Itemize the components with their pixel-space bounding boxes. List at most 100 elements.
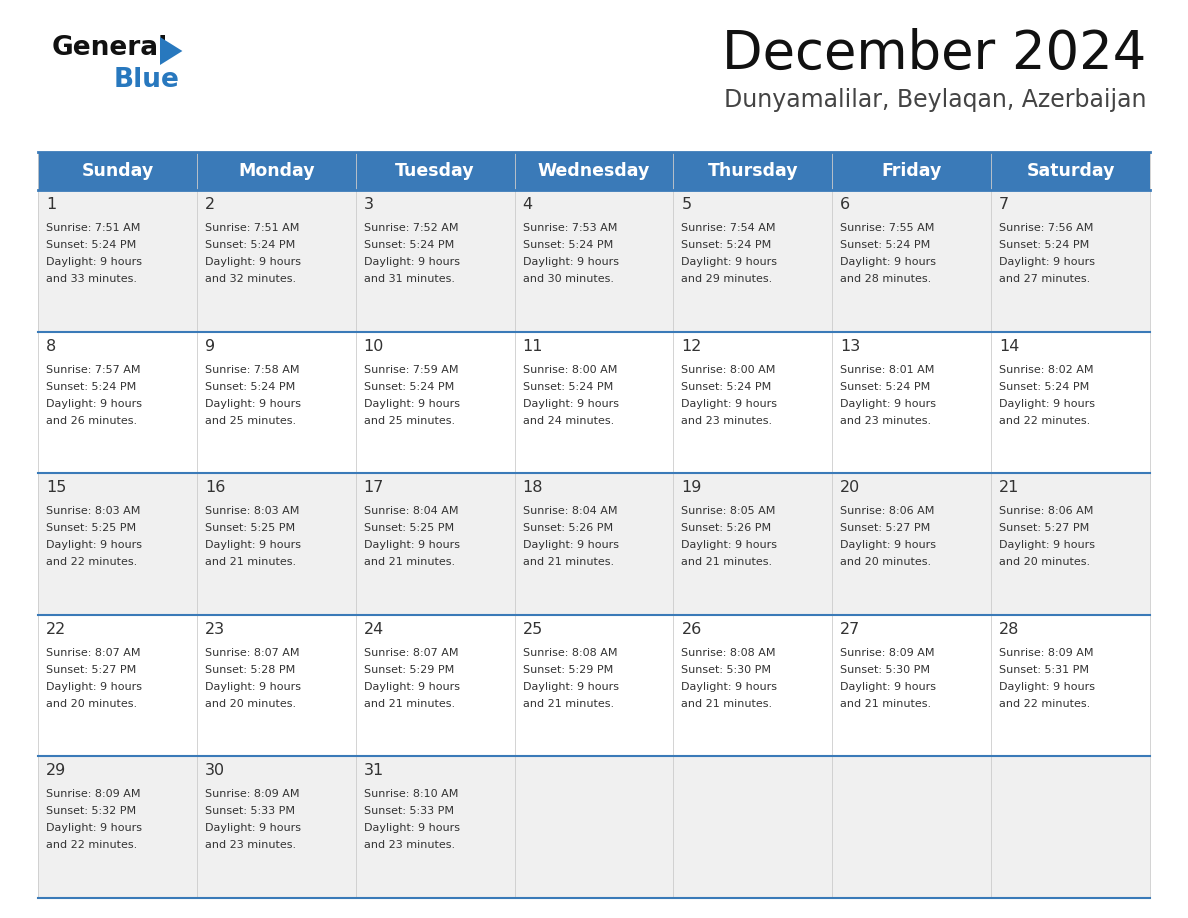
- Text: Blue: Blue: [114, 67, 179, 93]
- Text: and 28 minutes.: and 28 minutes.: [840, 274, 931, 284]
- Bar: [197, 331, 355, 473]
- Text: Sunrise: 8:05 AM: Sunrise: 8:05 AM: [682, 506, 776, 516]
- Text: and 23 minutes.: and 23 minutes.: [204, 840, 296, 850]
- Bar: [197, 756, 355, 898]
- Text: 1: 1: [46, 197, 56, 212]
- Text: Sunrise: 7:51 AM: Sunrise: 7:51 AM: [46, 223, 140, 233]
- Text: and 21 minutes.: and 21 minutes.: [682, 699, 772, 709]
- Text: 28: 28: [999, 621, 1019, 637]
- Text: Monday: Monday: [238, 162, 315, 180]
- Text: Sunrise: 8:09 AM: Sunrise: 8:09 AM: [840, 648, 935, 658]
- Bar: [991, 473, 1150, 615]
- Bar: [197, 615, 355, 756]
- Text: and 23 minutes.: and 23 minutes.: [682, 416, 772, 426]
- Bar: [514, 473, 674, 615]
- Text: Sunset: 5:30 PM: Sunset: 5:30 PM: [682, 665, 771, 675]
- Text: 22: 22: [46, 621, 67, 637]
- Text: Daylight: 9 hours: Daylight: 9 hours: [999, 682, 1095, 692]
- Text: Sunrise: 8:07 AM: Sunrise: 8:07 AM: [364, 648, 459, 658]
- Text: Sunset: 5:31 PM: Sunset: 5:31 PM: [999, 665, 1089, 675]
- Text: Sunset: 5:26 PM: Sunset: 5:26 PM: [682, 523, 771, 533]
- Polygon shape: [160, 37, 183, 65]
- Text: Sunset: 5:33 PM: Sunset: 5:33 PM: [204, 806, 295, 816]
- Text: Daylight: 9 hours: Daylight: 9 hours: [204, 398, 301, 409]
- Text: and 21 minutes.: and 21 minutes.: [682, 557, 772, 567]
- Text: Wednesday: Wednesday: [538, 162, 650, 180]
- Text: Sunset: 5:32 PM: Sunset: 5:32 PM: [46, 806, 137, 816]
- Text: Sunset: 5:24 PM: Sunset: 5:24 PM: [999, 240, 1089, 250]
- Text: Daylight: 9 hours: Daylight: 9 hours: [46, 540, 143, 550]
- Text: 31: 31: [364, 764, 384, 778]
- Text: Sunset: 5:24 PM: Sunset: 5:24 PM: [46, 240, 137, 250]
- Text: Sunset: 5:24 PM: Sunset: 5:24 PM: [840, 240, 930, 250]
- Text: Sunset: 5:24 PM: Sunset: 5:24 PM: [999, 382, 1089, 392]
- Text: and 21 minutes.: and 21 minutes.: [364, 557, 455, 567]
- Text: Sunrise: 8:00 AM: Sunrise: 8:00 AM: [523, 364, 617, 375]
- Text: Sunrise: 7:55 AM: Sunrise: 7:55 AM: [840, 223, 935, 233]
- Text: Sunset: 5:24 PM: Sunset: 5:24 PM: [364, 240, 454, 250]
- Bar: [514, 331, 674, 473]
- Text: 16: 16: [204, 480, 226, 495]
- Text: Sunrise: 8:07 AM: Sunrise: 8:07 AM: [204, 648, 299, 658]
- Text: Sunset: 5:30 PM: Sunset: 5:30 PM: [840, 665, 930, 675]
- Text: and 21 minutes.: and 21 minutes.: [364, 699, 455, 709]
- Text: Sunrise: 8:03 AM: Sunrise: 8:03 AM: [46, 506, 140, 516]
- Text: 24: 24: [364, 621, 384, 637]
- Bar: [674, 331, 833, 473]
- Text: Sunrise: 7:59 AM: Sunrise: 7:59 AM: [364, 364, 459, 375]
- Bar: [197, 473, 355, 615]
- Text: 21: 21: [999, 480, 1019, 495]
- Text: Daylight: 9 hours: Daylight: 9 hours: [364, 398, 460, 409]
- Text: and 22 minutes.: and 22 minutes.: [999, 416, 1091, 426]
- Bar: [674, 473, 833, 615]
- Text: Sunset: 5:28 PM: Sunset: 5:28 PM: [204, 665, 295, 675]
- Text: General: General: [52, 35, 169, 61]
- Text: Daylight: 9 hours: Daylight: 9 hours: [682, 398, 777, 409]
- Text: Sunset: 5:29 PM: Sunset: 5:29 PM: [364, 665, 454, 675]
- Text: Sunrise: 8:10 AM: Sunrise: 8:10 AM: [364, 789, 459, 800]
- Text: Sunrise: 8:09 AM: Sunrise: 8:09 AM: [204, 789, 299, 800]
- Text: Sunset: 5:24 PM: Sunset: 5:24 PM: [682, 240, 772, 250]
- Text: Sunrise: 8:06 AM: Sunrise: 8:06 AM: [999, 506, 1093, 516]
- Text: Friday: Friday: [881, 162, 942, 180]
- Text: and 20 minutes.: and 20 minutes.: [999, 557, 1091, 567]
- Text: Sunset: 5:24 PM: Sunset: 5:24 PM: [840, 382, 930, 392]
- Text: Daylight: 9 hours: Daylight: 9 hours: [523, 257, 619, 267]
- Text: 25: 25: [523, 621, 543, 637]
- Text: Sunset: 5:24 PM: Sunset: 5:24 PM: [46, 382, 137, 392]
- Text: Sunrise: 8:06 AM: Sunrise: 8:06 AM: [840, 506, 935, 516]
- Text: Sunrise: 8:04 AM: Sunrise: 8:04 AM: [523, 506, 617, 516]
- Bar: [833, 190, 991, 331]
- Text: 9: 9: [204, 339, 215, 353]
- Text: Sunrise: 7:53 AM: Sunrise: 7:53 AM: [523, 223, 617, 233]
- Text: 17: 17: [364, 480, 384, 495]
- Bar: [355, 473, 514, 615]
- Text: Sunrise: 8:07 AM: Sunrise: 8:07 AM: [46, 648, 140, 658]
- Text: Daylight: 9 hours: Daylight: 9 hours: [204, 540, 301, 550]
- Text: Sunset: 5:24 PM: Sunset: 5:24 PM: [204, 382, 295, 392]
- Text: and 22 minutes.: and 22 minutes.: [999, 699, 1091, 709]
- Text: Sunset: 5:24 PM: Sunset: 5:24 PM: [204, 240, 295, 250]
- Text: 6: 6: [840, 197, 851, 212]
- Text: Daylight: 9 hours: Daylight: 9 hours: [682, 257, 777, 267]
- Text: Sunrise: 8:09 AM: Sunrise: 8:09 AM: [46, 789, 140, 800]
- Text: Sunset: 5:25 PM: Sunset: 5:25 PM: [46, 523, 137, 533]
- Text: 26: 26: [682, 621, 702, 637]
- Text: and 32 minutes.: and 32 minutes.: [204, 274, 296, 284]
- Text: Daylight: 9 hours: Daylight: 9 hours: [204, 257, 301, 267]
- Text: 29: 29: [46, 764, 67, 778]
- Text: Saturday: Saturday: [1026, 162, 1114, 180]
- Text: Tuesday: Tuesday: [396, 162, 475, 180]
- Text: Daylight: 9 hours: Daylight: 9 hours: [682, 682, 777, 692]
- Text: Dunyamalilar, Beylaqan, Azerbaijan: Dunyamalilar, Beylaqan, Azerbaijan: [723, 88, 1146, 112]
- Text: Sunset: 5:24 PM: Sunset: 5:24 PM: [523, 240, 613, 250]
- Text: Sunset: 5:29 PM: Sunset: 5:29 PM: [523, 665, 613, 675]
- Text: 18: 18: [523, 480, 543, 495]
- Text: 20: 20: [840, 480, 860, 495]
- Text: 27: 27: [840, 621, 860, 637]
- Text: Sunrise: 7:58 AM: Sunrise: 7:58 AM: [204, 364, 299, 375]
- Text: Sunset: 5:27 PM: Sunset: 5:27 PM: [999, 523, 1089, 533]
- Text: and 25 minutes.: and 25 minutes.: [204, 416, 296, 426]
- Text: Sunrise: 7:52 AM: Sunrise: 7:52 AM: [364, 223, 459, 233]
- Text: 19: 19: [682, 480, 702, 495]
